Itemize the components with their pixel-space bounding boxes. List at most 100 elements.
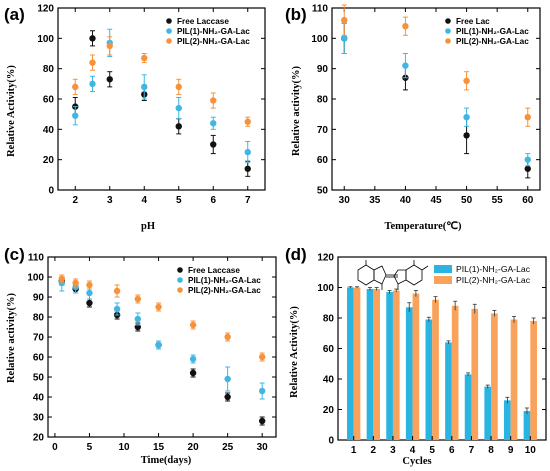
x-tick-label-b: 35: [369, 195, 381, 206]
y-tick-label-b: 60: [317, 155, 329, 166]
y-tick-label-d: 40: [323, 375, 335, 386]
data-point: [155, 341, 162, 349]
data-point: [72, 112, 79, 119]
data-point: [72, 83, 79, 91]
data-point: [244, 118, 251, 125]
y-axis-label-d: Relative Activity(%): [289, 306, 300, 398]
data-point: [341, 16, 348, 24]
y-tick-label-c: 20: [33, 433, 45, 444]
legend-marker: [177, 287, 183, 293]
y-tick-label-b: 90: [317, 64, 329, 75]
data-point: [463, 132, 470, 139]
data-point: [89, 59, 96, 66]
bar: [530, 321, 537, 440]
data-point: [134, 315, 142, 323]
legend-label: Free Laccase: [188, 266, 240, 275]
data-point: [524, 156, 531, 163]
y-axis-label-c: Relative activity(%): [6, 292, 17, 383]
y-tick-label-b: 100: [311, 34, 328, 45]
x-tick-label-d: 8: [488, 445, 494, 456]
x-tick-label-d: 3: [390, 445, 396, 456]
legend-marker: [177, 277, 183, 283]
data-point: [86, 289, 93, 297]
data-point: [224, 333, 231, 341]
x-tick-label-c: 5: [87, 442, 93, 453]
y-tick-label-c: 80: [33, 313, 45, 324]
x-axis-label-a: pH: [141, 221, 155, 232]
x-tick-label-c: 20: [188, 442, 200, 453]
x-tick-label-a: 4: [141, 195, 147, 206]
bar: [392, 290, 400, 440]
bar: [510, 319, 518, 440]
data-point: [224, 393, 231, 401]
bar: [484, 386, 492, 440]
bar: [366, 289, 374, 440]
legend-marker: [166, 28, 172, 34]
y-tick-label-b: 80: [317, 95, 329, 106]
x-tick-label-a: 2: [72, 195, 78, 206]
data-point: [189, 369, 197, 377]
data-point: [113, 287, 121, 295]
bar: [347, 287, 354, 440]
y-tick-label-d: 80: [323, 314, 335, 325]
x-tick-label-c: 30: [257, 442, 269, 453]
bar: [504, 400, 511, 440]
x-tick-label-c: 15: [153, 442, 165, 453]
data-point: [106, 42, 113, 50]
legend-label: PIL(1)-NH₂-GA-Lac: [177, 27, 250, 36]
legend-marker: [166, 38, 172, 44]
y-tick-label-b: 70: [317, 125, 329, 136]
data-point: [341, 35, 348, 42]
y-tick-label-d: 100: [317, 283, 334, 294]
legend-label: Free Laccase: [177, 17, 229, 26]
x-tick-label-d: 1: [351, 445, 357, 456]
panel-label-d: (d): [285, 245, 307, 264]
bar: [373, 289, 380, 440]
y-tick-label-a: 40: [43, 125, 55, 136]
y-tick-label-c: 70: [33, 333, 45, 344]
x-tick-label-b: 60: [522, 195, 534, 206]
bar: [425, 319, 433, 440]
y-tick-label-d: 0: [328, 436, 334, 447]
data-point: [155, 303, 162, 311]
x-tick-label-a: 5: [176, 195, 182, 206]
data-point: [141, 83, 148, 91]
data-point: [210, 97, 217, 104]
data-point: [258, 417, 266, 425]
data-point: [244, 148, 251, 156]
y-tick-label-a: 120: [37, 4, 54, 15]
legend-label: PIL(1)-NH₂-GA-Lac: [188, 276, 261, 285]
x-tick-label-d: 5: [429, 445, 435, 456]
legend-marker: [177, 267, 183, 273]
legend-marker: [166, 18, 172, 24]
x-tick-label-d: 6: [449, 445, 455, 456]
panel-c: (c) Time(days) Relative activity(%) 20 30…: [4, 245, 277, 466]
y-tick-label-c: 50: [33, 373, 45, 384]
y-tick-label-c: 30: [33, 413, 45, 424]
data-point: [58, 275, 66, 283]
x-axis-label-d: Cycles: [402, 456, 431, 467]
y-tick-label-a: 80: [43, 64, 55, 75]
x-axis-label-b: Temperature(℃): [384, 220, 462, 232]
y-tick-label-b: 50: [317, 186, 329, 197]
data-point: [189, 321, 197, 329]
data-point: [113, 305, 121, 313]
data-point: [141, 54, 148, 62]
bar: [412, 293, 420, 440]
data-point: [463, 77, 470, 85]
y-tick-label-c: 100: [27, 273, 44, 284]
x-axis-label-c: Time(days): [141, 455, 192, 466]
y-tick-label-c: 40: [33, 393, 45, 404]
x-tick-label-d: 4: [410, 445, 416, 456]
legend-marker: [445, 28, 451, 34]
panel-d: (d) Cycles Relative Activity(%) 0 20 40 60 8…: [285, 245, 547, 467]
legend-label: PIL(2)-NH₂-GA-Lac: [177, 37, 250, 46]
bar: [523, 411, 531, 440]
bar: [353, 287, 361, 440]
plot-frame-c: [47, 256, 277, 438]
data-point: [89, 80, 96, 88]
bar: [445, 342, 452, 440]
y-tick-label-a: 20: [43, 155, 55, 166]
x-tick-label-d: 7: [469, 445, 475, 456]
